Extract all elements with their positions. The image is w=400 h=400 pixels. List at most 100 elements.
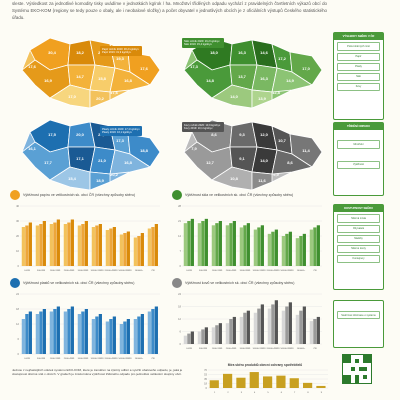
bar [21,319,25,354]
side-panel-item[interactable]: Množství [337,140,380,149]
map-value: 13,9 [258,96,267,101]
side-panel-item[interactable]: Výtěžnost [337,160,380,169]
bar [25,225,29,266]
y-tick-label: 12 [16,322,19,326]
bar [274,229,278,266]
x-tick-label: 7 [294,392,296,394]
czech-map-glass: 17,3 18,0 16,3 14,6 17,2 17,0 14,8 13,7 … [183,37,323,109]
x-tick-label: 10000-19999 [253,348,267,350]
x-tick-label: 100000+ [297,348,306,350]
x-tick-label: 8 [307,392,309,394]
map-value: 8,6 [287,160,293,165]
map-value: 14,9 [286,78,295,83]
map-value: 18,8 [140,148,149,153]
side-panel-sorting: TŘÍDĚNÍ ODPADU Množství Výtěžnost [333,122,384,196]
legend-line: Papír 2019: 31,9 kg/obyv. [102,50,132,54]
side-panel-item[interactable]: Počet sběrných míst [337,42,380,51]
map-value: 16,1 [28,146,37,151]
map-paper: 17,6 30,4 18,2 26,7 19,3 17,6 16,9 14,7 … [10,30,165,115]
bar [302,306,306,344]
bar [299,236,303,266]
map-value: 21,0 [98,158,107,163]
map-value: 7,9 [191,146,197,151]
section-title-metal: Výtěžnost kovů ve velikostních sk. obcí … [172,278,332,288]
side-panel-item[interactable]: Nádoby [337,234,380,243]
y-tick-label: 0 [180,342,182,346]
x-tick-label: 2 [227,392,229,394]
bar [53,222,57,266]
map-value: 10,7 [278,138,287,143]
y-tick-label: 21 [178,219,181,223]
side-panel-item[interactable]: Kontejnery [337,254,380,263]
bar [218,221,222,266]
map-value: 15,4 [68,176,77,181]
side-panel-summary: Souhrnné informace o systému [333,300,384,348]
bar [126,231,130,266]
bar [316,225,320,266]
bar [299,310,303,344]
bottom-paragraph: Jednou z nejčastějších otázek systému EK… [12,368,183,377]
map-value: 11,4 [302,148,310,153]
y-tick-label: 18 [204,382,207,386]
map-plastic: 16,1 17,5 20,0 22,7 17,3 18,8 17,7 17,1 … [10,112,165,197]
bar [225,323,229,344]
x-tick-label: 6 [281,392,283,394]
bar [201,221,205,266]
bar [137,236,141,266]
bar [302,233,306,266]
bar [316,385,326,388]
bar [154,224,158,266]
side-panel-item[interactable]: Obyvatelé [337,224,380,233]
bar [197,331,201,344]
bar [187,333,191,344]
map-value: 8,6 [211,132,217,137]
bar [232,316,236,344]
bar [49,224,53,266]
side-panel-item[interactable]: Sběrné dvory [337,244,380,253]
y-tick-label: 18 [16,307,19,311]
y-tick-label: 24 [16,292,19,296]
side-panel-item[interactable]: Souhrnné informace o systému [337,311,380,320]
map-metal: 7,9 8,6 9,3 12,0 10,7 11,4 12,7 9,1 14,0… [172,112,327,197]
map-value: 14,0 [230,94,239,99]
x-tick-label: 0-499 [24,358,30,360]
bar [70,306,74,354]
bar [84,309,88,354]
qr-code-icon[interactable] [342,354,372,384]
map-value: 9,1 [239,156,245,161]
map-value: 19,3 [116,56,125,61]
x-tick-label: 1000-1999 [212,270,223,272]
y-tick-label: 30 [16,219,19,223]
bar [243,225,247,266]
czech-map-paper: 17,6 30,4 18,2 26,7 19,3 17,6 16,9 14,7 … [21,37,161,109]
bar [56,219,60,266]
y-tick-label: 0 [180,264,182,268]
x-tick-label: 50000-99999 [281,348,295,350]
bar [267,308,271,344]
bar [63,311,67,354]
bar [253,229,257,266]
bar [81,224,85,266]
side-panel-item[interactable]: Plasty [337,62,380,71]
bar [267,233,271,266]
side-panel-item[interactable]: Sklo [337,72,380,81]
bar [21,227,25,266]
x-tick-label: ČR [151,269,155,272]
y-tick-label: 24 [178,292,181,296]
bar [119,324,123,354]
bar [257,227,261,266]
side-panel-item[interactable]: Kovy [337,82,380,91]
bar [243,312,247,344]
side-panel-header: VÝSLEDKY SBĚRU V ČR [334,33,383,41]
bar [42,309,46,354]
bar [84,221,88,266]
bar [39,311,43,354]
bar [190,331,194,344]
side-panel-item[interactable]: Papír [337,52,380,61]
x-tick-label: 50000-99999 [119,270,133,272]
side-panel-item[interactable]: Sběrná místa [337,214,380,223]
bar [295,238,299,266]
x-tick-label: 10000-19999 [253,270,267,272]
y-tick-label: 40 [16,204,19,208]
map-value: 20,2 [110,172,119,177]
